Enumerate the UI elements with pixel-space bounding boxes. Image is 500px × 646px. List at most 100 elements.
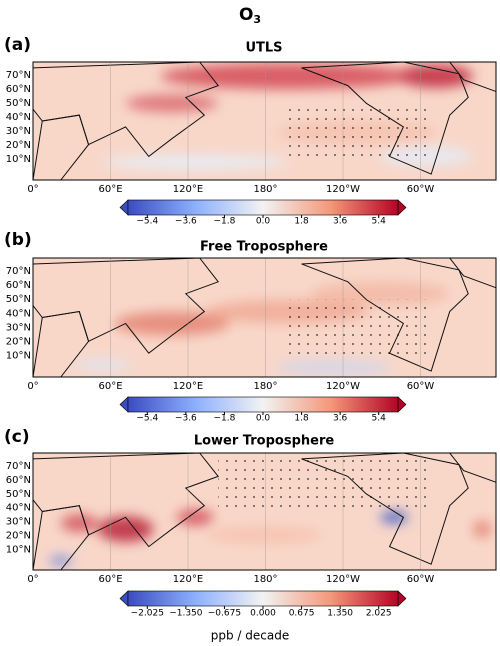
field-blob bbox=[49, 555, 73, 566]
lat-tick-label: 20°N bbox=[6, 530, 31, 541]
title-subscript: 3 bbox=[253, 13, 261, 26]
panel-title: UTLS bbox=[245, 41, 282, 56]
panel-title: Free Troposphere bbox=[200, 240, 328, 255]
lon-tick-label: 0° bbox=[27, 184, 38, 195]
colorbar-tick-label: 1.8 bbox=[294, 217, 309, 227]
colorbar-unit: ppb / decade bbox=[211, 629, 289, 643]
colorbar-tick-label: 0.675 bbox=[289, 609, 315, 619]
field-blob bbox=[398, 64, 473, 88]
lon-tick-label: 180° bbox=[253, 381, 277, 392]
colorbar-extend-high bbox=[397, 590, 407, 607]
field-blob bbox=[97, 516, 154, 542]
lat-tick-label: 50°N bbox=[6, 489, 31, 500]
lon-tick-label: 120°E bbox=[173, 574, 203, 585]
coastline bbox=[301, 62, 469, 175]
lat-tick-label: 60°N bbox=[6, 280, 31, 291]
lon-tick-label: 60°W bbox=[407, 184, 435, 195]
colorbar bbox=[127, 199, 399, 216]
colorbar-tick-label: −5.4 bbox=[136, 414, 158, 424]
colorbar-tick-label: 3.6 bbox=[333, 414, 348, 424]
coastline bbox=[449, 453, 496, 483]
colorbar-extend-low bbox=[119, 396, 129, 413]
title-base: O bbox=[239, 5, 253, 25]
lat-tick-label: 20°N bbox=[6, 140, 31, 151]
colorbar bbox=[127, 396, 399, 413]
field-blob bbox=[102, 155, 288, 170]
significance-dots bbox=[218, 453, 427, 512]
colorbar-extend-high bbox=[397, 396, 407, 413]
lat-tick-label: 70°N bbox=[6, 266, 31, 277]
lat-tick-label: 50°N bbox=[6, 98, 31, 109]
colorbar-tick-label: −3.6 bbox=[175, 414, 197, 424]
lon-tick-label: 120°W bbox=[326, 381, 360, 392]
colorbar-tick-label: 1.8 bbox=[294, 414, 309, 424]
colorbar-extend-high bbox=[397, 199, 407, 216]
colorbar-tick-label: −1.8 bbox=[213, 414, 235, 424]
field-blob bbox=[114, 311, 230, 336]
field-blob bbox=[380, 511, 409, 524]
lat-tick-label: 50°N bbox=[6, 294, 31, 305]
lon-tick-label: 0° bbox=[27, 574, 38, 585]
coastline bbox=[33, 114, 90, 180]
lat-tick-label: 40°N bbox=[6, 308, 31, 319]
colorbar-tick-label: 2.025 bbox=[366, 609, 392, 619]
lon-tick-label: 120°E bbox=[173, 381, 203, 392]
map bbox=[33, 453, 496, 570]
colorbar bbox=[127, 590, 399, 607]
colorbar-tick-label: −2.025 bbox=[131, 609, 164, 619]
lat-tick-label: 30°N bbox=[6, 126, 31, 137]
lat-tick-label: 40°N bbox=[6, 112, 31, 123]
colorbar-tick-label: 5.4 bbox=[372, 414, 387, 424]
colorbar-tick-label: 5.4 bbox=[372, 217, 387, 227]
lon-tick-label: 60°E bbox=[98, 574, 122, 585]
coastline bbox=[301, 258, 469, 372]
colorbar-extend-low bbox=[119, 199, 129, 216]
coastline bbox=[33, 505, 90, 570]
lon-tick-label: 60°E bbox=[98, 184, 122, 195]
map bbox=[33, 62, 496, 180]
panel-label: (a) bbox=[4, 35, 31, 55]
colorbar-tick-label: 3.6 bbox=[333, 217, 348, 227]
colorbar-tick-label: 0.000 bbox=[250, 609, 276, 619]
colorbar-tick-label: −5.4 bbox=[136, 217, 158, 227]
lon-tick-label: 180° bbox=[253, 574, 277, 585]
lon-tick-label: 0° bbox=[27, 381, 38, 392]
colorbar-tick-label: −1.8 bbox=[213, 217, 235, 227]
lon-tick-label: 180° bbox=[253, 184, 277, 195]
map bbox=[33, 258, 496, 377]
field-blob bbox=[125, 94, 219, 113]
map-frame bbox=[32, 452, 497, 571]
lon-tick-label: 60°W bbox=[407, 574, 435, 585]
coastline bbox=[33, 310, 90, 377]
lon-tick-label: 60°W bbox=[407, 381, 435, 392]
colorbar-extend-low bbox=[119, 590, 129, 607]
map-frame bbox=[32, 61, 497, 181]
lat-tick-label: 10°N bbox=[6, 351, 31, 362]
lat-tick-label: 30°N bbox=[6, 517, 31, 528]
lat-tick-label: 60°N bbox=[6, 475, 31, 486]
colorbar-tick-label: −3.6 bbox=[175, 217, 197, 227]
colorbar-tick-label: 0.0 bbox=[256, 217, 271, 227]
panel-label: (b) bbox=[4, 230, 32, 250]
lat-tick-label: 40°N bbox=[6, 503, 31, 514]
field-blob bbox=[74, 359, 131, 372]
field-blob bbox=[176, 509, 214, 526]
lat-tick-label: 20°N bbox=[6, 337, 31, 348]
field-blob bbox=[472, 520, 492, 538]
lat-tick-label: 70°N bbox=[6, 70, 31, 81]
significance-dots bbox=[287, 299, 427, 360]
field-blob bbox=[60, 514, 98, 532]
colorbar-tick-label: −1.350 bbox=[169, 609, 203, 619]
colorbar-tick-label: −0.675 bbox=[208, 609, 241, 619]
significance-dots bbox=[287, 103, 427, 163]
lon-tick-label: 60°E bbox=[98, 381, 122, 392]
field-blob bbox=[206, 526, 323, 544]
lon-tick-label: 120°E bbox=[173, 184, 203, 195]
lat-tick-label: 10°N bbox=[6, 154, 31, 165]
field bbox=[49, 509, 492, 566]
lon-tick-label: 120°W bbox=[326, 184, 360, 195]
lat-tick-label: 70°N bbox=[6, 461, 31, 472]
coastline bbox=[449, 258, 496, 289]
figure-title: O3 bbox=[239, 5, 261, 26]
